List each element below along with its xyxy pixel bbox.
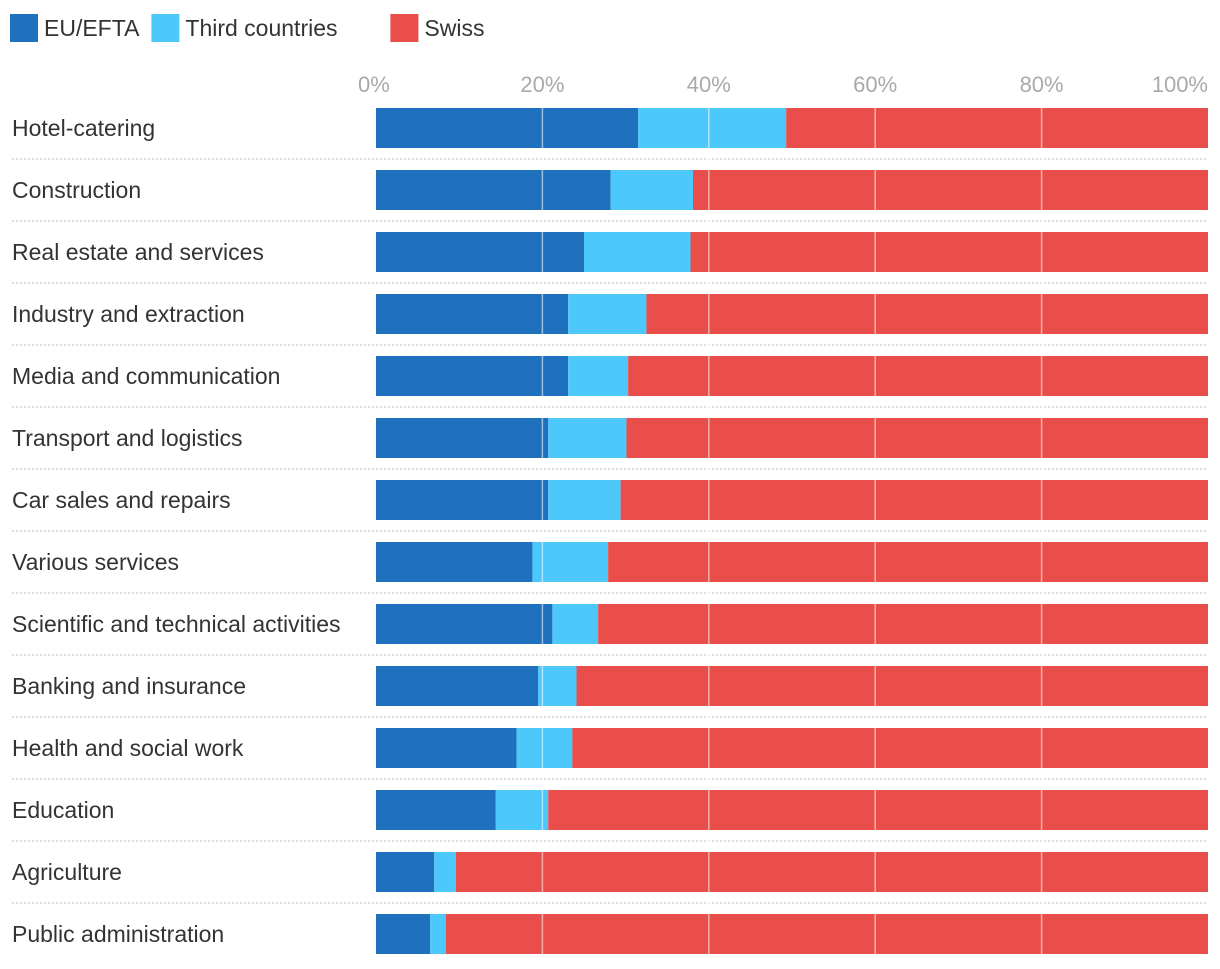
bar-segment: [690, 232, 1208, 272]
bar-segment: [376, 728, 517, 768]
bar-segment: [568, 356, 629, 396]
bar-segment: [610, 170, 693, 210]
bar-segment: [638, 108, 787, 148]
x-tick-label: 60%: [853, 72, 897, 97]
legend-label: Third countries: [185, 15, 337, 41]
legend-swatch: [390, 14, 419, 42]
row-separators: [12, 158, 1208, 904]
legend-item: EU/EFTA: [10, 14, 140, 42]
bar-segment: [548, 480, 621, 520]
bar-segment: [598, 604, 1208, 644]
bar-segment: [608, 542, 1208, 582]
bar-segment: [376, 418, 549, 458]
category-label: Banking and insurance: [12, 673, 246, 699]
legend-label: EU/EFTA: [44, 15, 140, 41]
category-label: Agriculture: [12, 859, 122, 885]
bar-segment: [576, 666, 1208, 706]
bar-segment: [495, 790, 549, 830]
gridlines: [541, 98, 1043, 958]
category-label: Various services: [12, 549, 179, 575]
bar-segment: [572, 728, 1208, 768]
bar-segment: [548, 790, 1208, 830]
legend-item: Third countries: [151, 14, 338, 42]
x-axis-ticks: 0% 20% 40% 60% 80% 100%: [358, 72, 1208, 97]
bars: Hotel-catering Construction Real estate an…: [12, 108, 1208, 954]
bar-segment: [376, 480, 549, 520]
bar-segment: [548, 418, 627, 458]
bar-segment: [376, 232, 584, 272]
bar-segment: [376, 604, 553, 644]
x-tick-label: 40%: [687, 72, 731, 97]
legend-swatch: [151, 14, 180, 42]
bar-segment: [430, 914, 446, 954]
legend-swatch: [10, 14, 38, 42]
bar-segment: [376, 356, 569, 396]
legend-label: Swiss: [424, 15, 484, 41]
category-label: Education: [12, 797, 114, 823]
bar-segment: [584, 232, 691, 272]
x-tick-label: 100%: [1152, 72, 1208, 97]
bar-segment: [376, 170, 611, 210]
bar-segment: [628, 356, 1208, 396]
category-label: Scientific and technical activities: [12, 611, 341, 637]
category-label: Construction: [12, 177, 141, 203]
bar-segment: [538, 666, 577, 706]
x-tick-label: 20%: [520, 72, 564, 97]
bar-segment: [376, 914, 431, 954]
bar-segment: [376, 542, 533, 582]
category-label: Health and social work: [12, 735, 244, 761]
bar-segment: [376, 790, 496, 830]
bar-segment: [620, 480, 1208, 520]
bar-segment: [516, 728, 573, 768]
legend-item: Swiss: [390, 14, 484, 42]
bar-segment: [692, 170, 1208, 210]
category-label: Transport and logistics: [12, 425, 243, 451]
bar-segment: [376, 108, 639, 148]
bar-segment: [646, 294, 1208, 334]
bar-segment: [786, 108, 1208, 148]
category-label: Car sales and repairs: [12, 487, 231, 513]
category-label: Public administration: [12, 921, 224, 947]
category-label: Real estate and services: [12, 239, 264, 265]
bar-segment: [532, 542, 609, 582]
legend: EU/EFTA Third countries Swiss: [10, 14, 484, 42]
bar-segment: [376, 294, 569, 334]
bar-segment: [568, 294, 647, 334]
bar-segment: [445, 914, 1208, 954]
x-tick-label: 80%: [1020, 72, 1064, 97]
bar-segment: [376, 852, 435, 892]
bar-segment: [434, 852, 456, 892]
bar-segment: [455, 852, 1208, 892]
category-label: Industry and extraction: [12, 301, 245, 327]
bar-segment: [552, 604, 599, 644]
category-label: Media and communication: [12, 363, 280, 389]
x-tick-label: 0%: [358, 72, 390, 97]
category-label: Hotel-catering: [12, 115, 155, 141]
bar-segment: [626, 418, 1208, 458]
bar-segment: [376, 666, 539, 706]
